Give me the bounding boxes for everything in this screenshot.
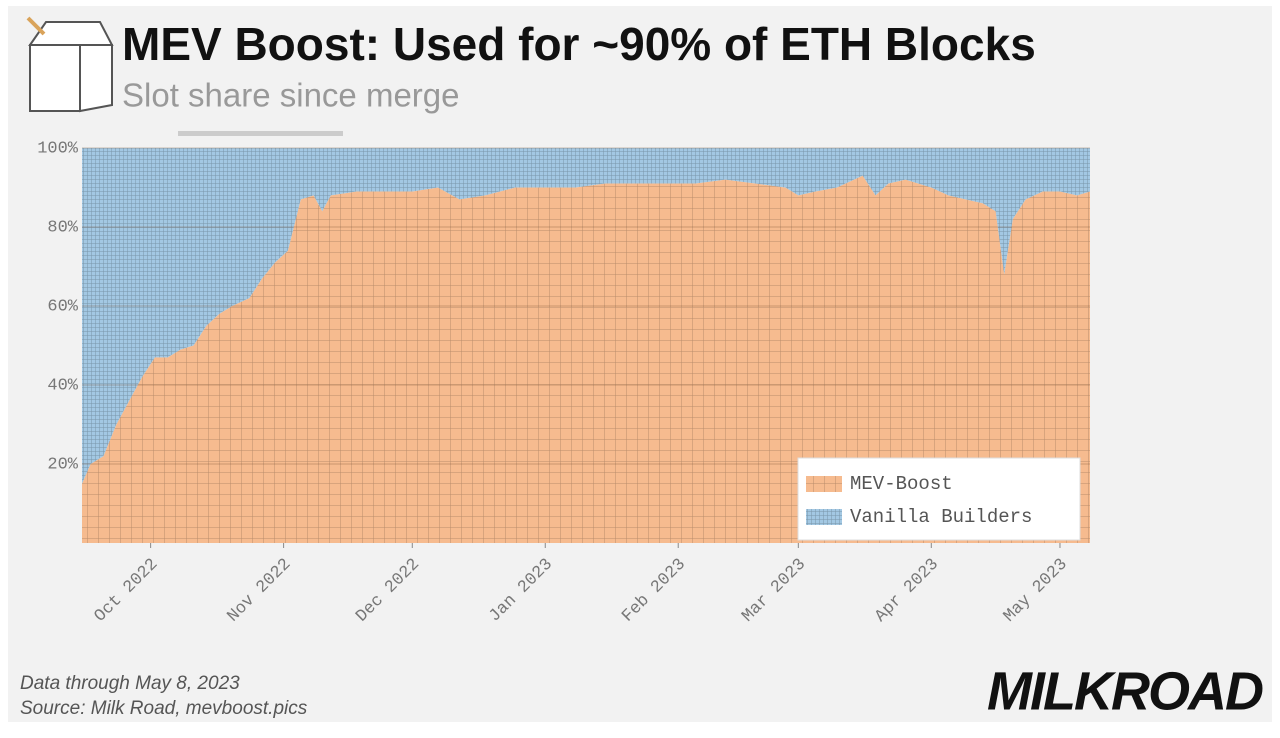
chart-subtitle: Slot share since merge — [122, 77, 460, 114]
y-tick-label: 80% — [47, 218, 78, 237]
milk-carton-icon — [26, 16, 114, 113]
legend-swatch — [806, 509, 842, 525]
chart-title: MEV Boost: Used for ~90% of ETH Blocks — [122, 18, 1036, 70]
y-tick-label: 100% — [37, 139, 79, 158]
brand-logo: MILKROAD — [987, 661, 1263, 721]
y-tick-label: 40% — [47, 376, 78, 395]
footnote: Data through May 8, 2023 — [20, 673, 240, 694]
legend-label: MEV-Boost — [850, 473, 953, 495]
y-tick-label: 60% — [47, 297, 78, 316]
subtitle-underline — [178, 131, 343, 136]
legend-swatch — [806, 476, 842, 492]
y-tick-label: 20% — [47, 455, 78, 474]
area — [82, 175, 1090, 543]
footnote: Source: Milk Road, mevboost.pics — [20, 698, 308, 719]
legend-box — [797, 457, 1081, 541]
legend-label: Vanilla Builders — [850, 506, 1032, 528]
area — [82, 148, 1090, 484]
